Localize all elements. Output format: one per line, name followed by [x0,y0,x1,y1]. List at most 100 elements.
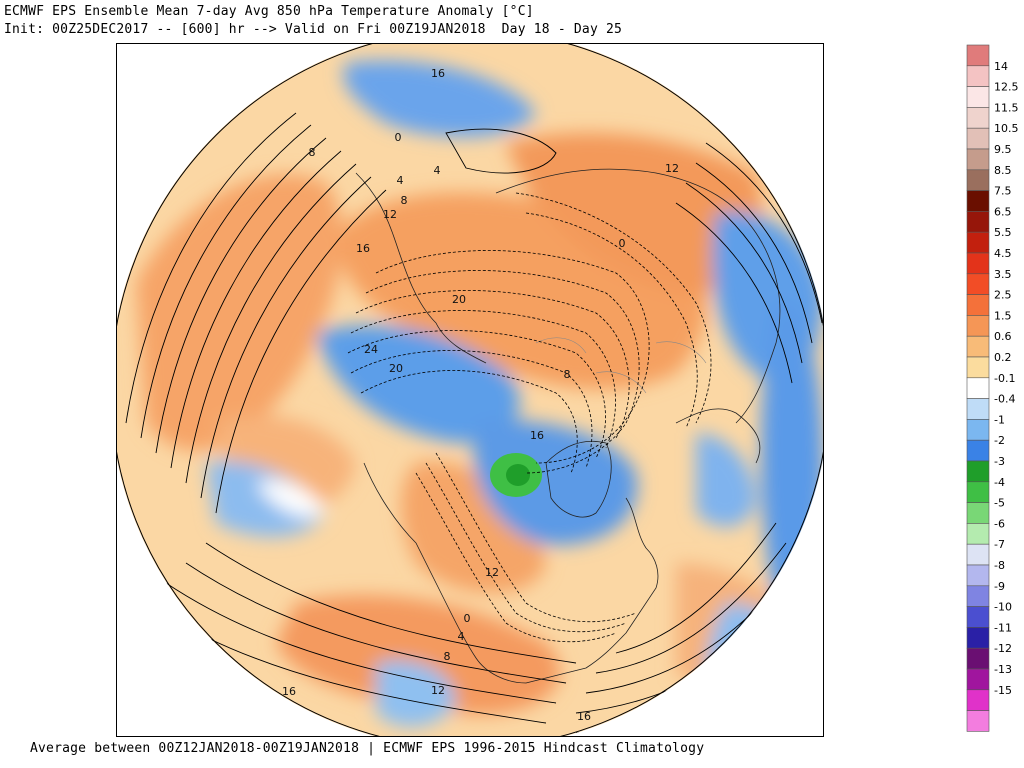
colorbar-label: -11 [994,621,1012,634]
contour-value-label: 20 [389,362,403,375]
contour-west-pacific-3 [155,137,327,454]
colorbar-swatch [966,44,990,67]
colorbar-labels: 14 12.5 11.5 10.5 9.5 8.5 7.5 6.5 5.5 4.5 3.5 2.5 1.… [994,60,1019,697]
contour-dashed-arctic-1 [375,250,650,464]
colorbar-swatch [966,86,990,108]
colorbar-swatch [966,523,990,545]
anomaly-cold-arctic-greenland [316,325,520,443]
contour-value-label: 12 [485,566,499,579]
colorbar-label: -0.4 [994,393,1015,406]
colorbar-swatch [966,148,990,171]
north-america-coast [363,462,659,684]
contour-south-band-2 [165,582,557,704]
colorbar-swatches [966,44,990,732]
colorbar-label: -3 [994,455,1005,468]
colorbar-swatch [966,647,990,670]
contour-east-europe-3 [685,182,803,364]
colorbar-label: -2 [994,434,1005,447]
colorbar-swatch [966,585,990,607]
contour-dashed-arctic-2 [365,270,640,474]
anomaly-cold-sw-corner [116,583,178,737]
contour-value-label: 16 [431,67,445,80]
colorbar-label: 0.6 [994,330,1012,343]
contour-value-label: 8 [444,650,451,663]
contour-dashed-americas-3 [435,452,637,623]
contour-west-pacific-1 [125,112,297,424]
contour-east-europe-2 [695,162,813,344]
colorbar-swatch [966,252,990,275]
contour-atlantic-4 [595,542,787,674]
colorbar-swatch [966,481,990,503]
anomaly-cold-north-atlantic [696,433,756,527]
contour-dashed-americas-2 [425,462,627,633]
contour-value-label: 0 [395,131,402,144]
east-asia-coast [355,172,487,364]
colorbar-swatch [966,335,990,358]
colorbar-label: -15 [994,684,1012,697]
colorbar-swatch [966,564,990,587]
contour-south-band-3 [185,562,567,684]
colorbar-label: 14 [994,60,1008,73]
contour-dashed-siberia-1 [515,192,712,424]
colorbar-label: -1 [994,413,1005,426]
colorbar-swatch [966,543,990,566]
colorbar-swatch [966,710,990,732]
contour-value-label: 0 [619,237,626,250]
colorbar-swatch [966,439,990,462]
colorbar-label: 5.5 [994,226,1012,239]
contour-value-label: 8 [309,146,316,159]
contour-alaska-loop [445,128,557,174]
colorbar-label: 11.5 [994,101,1019,114]
contour-value-label: 8 [401,194,408,207]
arctic-islands [535,337,707,394]
anomaly-warm-siberia [506,133,762,295]
contour-west-pacific-2 [140,124,312,439]
colorbar-label: 12.5 [994,81,1019,94]
europe-coast [675,408,761,464]
contour-dashed-arctic-3 [355,290,630,439]
anomaly-cold-gulf-mexico [376,660,456,727]
colorbar-swatch [966,211,990,233]
colorbar-swatch [966,231,990,254]
anomaly-warm-atlantic [676,563,816,695]
colorbar: 14 12.5 11.5 10.5 9.5 8.5 7.5 6.5 5.5 4.5 3.5 2.5 1.… [966,44,1019,732]
contour-atlantic-5 [615,522,777,654]
colorbar-label: -8 [994,559,1005,572]
colorbar-swatch [966,606,990,628]
colorbar-swatch [966,377,990,399]
contour-value-label: 12 [665,162,679,175]
colorbar-label: 8.5 [994,164,1012,177]
contour-value-label: 16 [282,685,296,698]
map-title: ECMWF EPS Ensemble Mean 7-day Avg 850 hP… [4,4,534,19]
colorbar-label: -0.1 [994,372,1015,385]
map-subtitle-init-valid: Init: 00Z25DEC2017 -- [600] hr --> Valid… [4,22,623,37]
colorbar-swatch [966,460,990,483]
colorbar-label: 6.5 [994,205,1012,218]
contour-dashed-siberia-2 [525,212,698,429]
anomaly-warm-north-america [276,595,561,715]
colorbar-swatch [966,190,990,212]
colorbar-label: 1.5 [994,309,1012,322]
colorbar-label: -7 [994,538,1005,551]
colorbar-label: 2.5 [994,289,1012,302]
map-footer-caption: Average between 00Z12JAN2018-00Z19JAN201… [30,741,705,756]
contour-value-label: 4 [397,174,404,187]
colorbar-label: 9.5 [994,143,1012,156]
anomaly-neutral-band [256,480,326,517]
colorbar-label: -10 [994,601,1012,614]
anomaly-warm-canada [401,461,546,593]
colorbar-swatch [966,127,990,150]
contour-value-label: 20 [452,293,466,306]
colorbar-swatch [966,273,990,295]
contour-value-label: 24 [364,343,378,356]
contour-value-label: 16 [530,429,544,442]
contour-value-label: 16 [577,710,591,723]
colorbar-label: -12 [994,642,1012,655]
colorbar-swatch [966,169,990,191]
contour-value-label: 12 [431,684,445,697]
anomaly-cold-north-pacific [206,461,326,537]
contour-value-label: 8 [564,368,571,381]
contour-dashed-arctic-4 [350,310,616,449]
